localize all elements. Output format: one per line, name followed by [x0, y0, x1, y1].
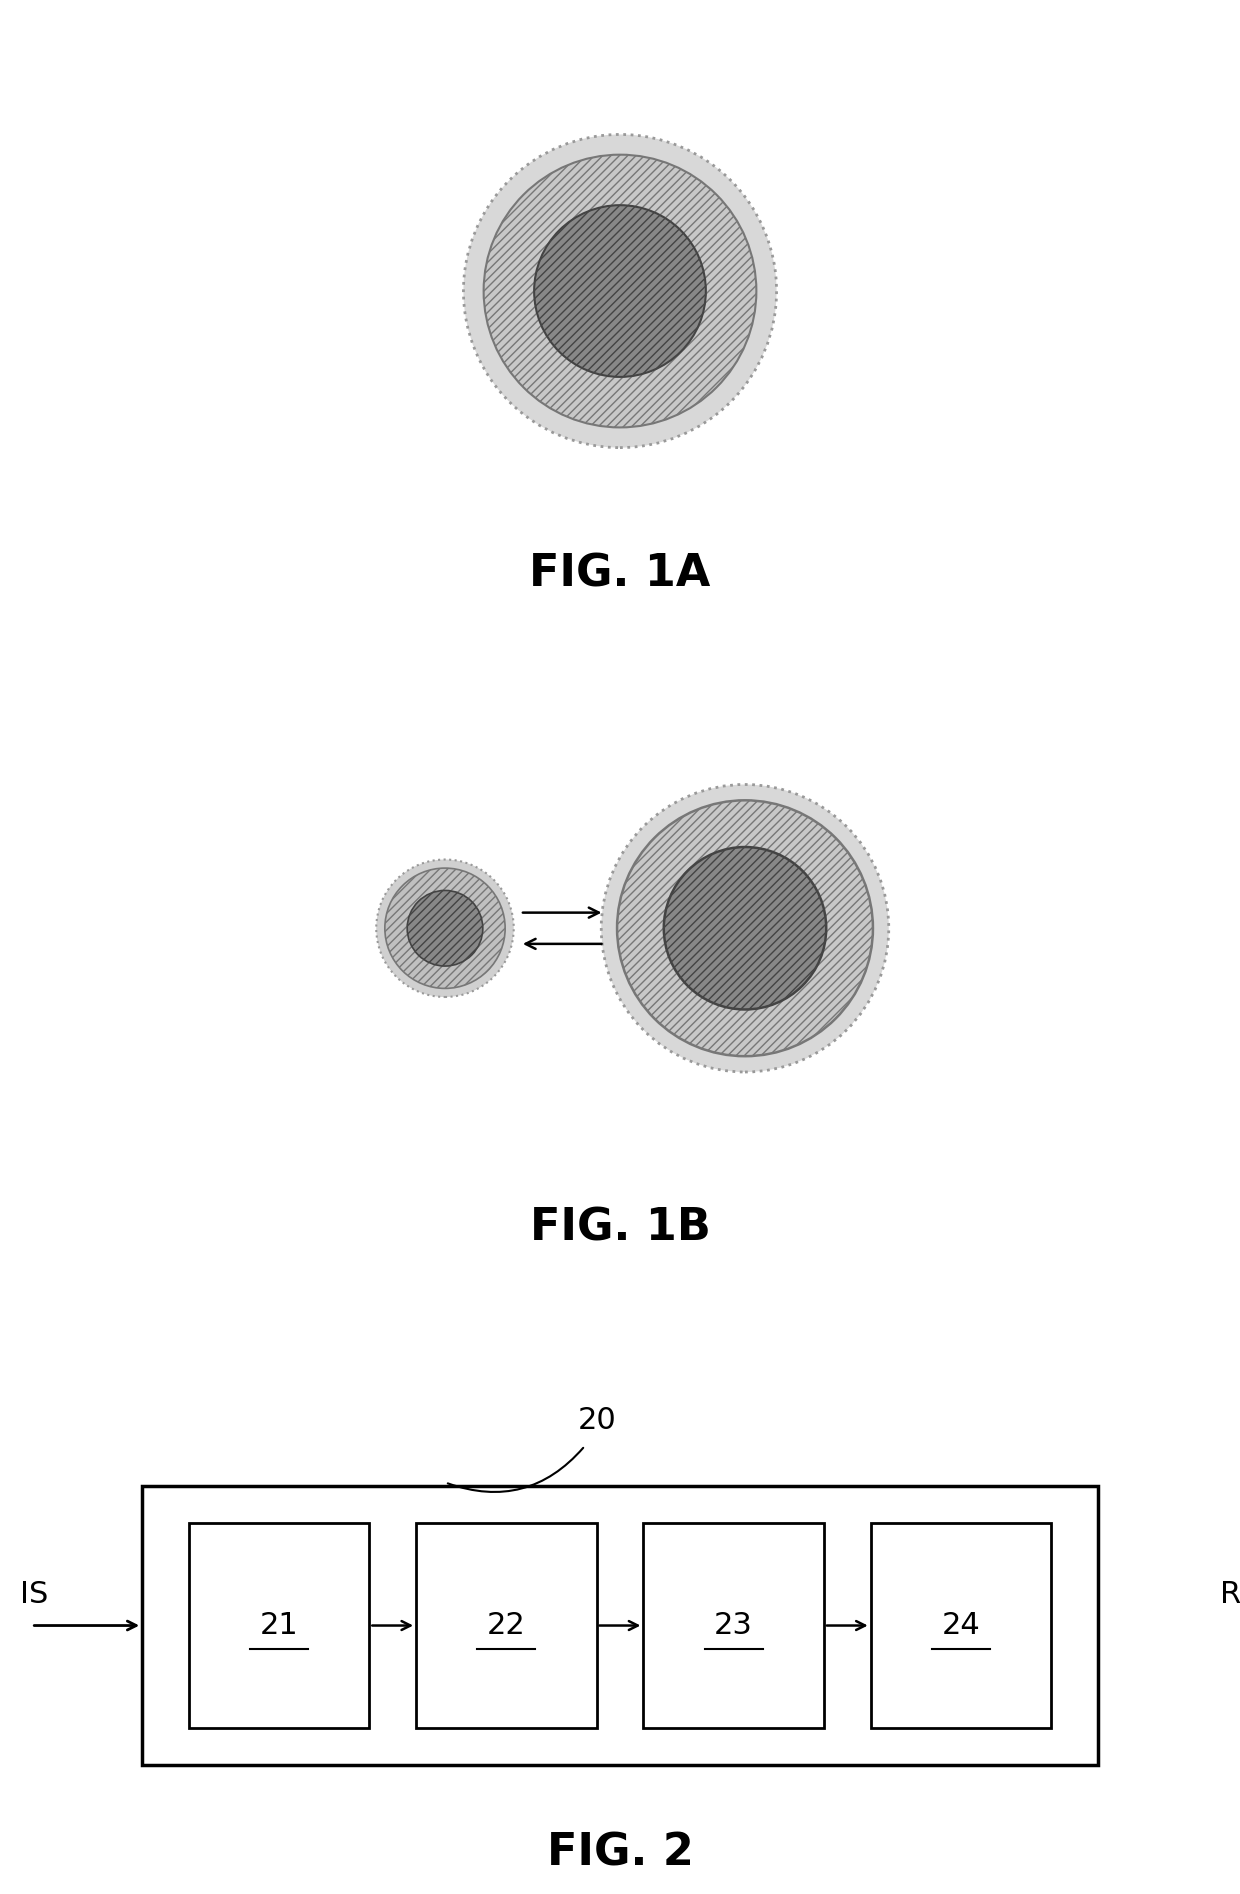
Text: FIG. 1B: FIG. 1B [529, 1206, 711, 1250]
Text: FIG. 1A: FIG. 1A [529, 553, 711, 595]
Text: FIG. 2: FIG. 2 [547, 1831, 693, 1875]
Ellipse shape [376, 860, 513, 996]
Text: RF: RF [1220, 1580, 1240, 1610]
Ellipse shape [618, 801, 873, 1057]
Text: 22: 22 [487, 1612, 526, 1640]
Bar [415, 1523, 596, 1727]
Text: 21: 21 [259, 1612, 299, 1640]
Ellipse shape [407, 890, 482, 966]
Bar [188, 1523, 370, 1727]
Bar [870, 1523, 1052, 1727]
Bar [644, 1523, 823, 1727]
Ellipse shape [534, 205, 706, 377]
Ellipse shape [601, 784, 889, 1072]
Text: IS: IS [20, 1580, 48, 1610]
Ellipse shape [663, 847, 826, 1010]
Text: 20: 20 [578, 1405, 616, 1434]
Ellipse shape [464, 134, 776, 447]
Text: 23: 23 [714, 1612, 753, 1640]
Ellipse shape [384, 867, 505, 989]
Bar [143, 1487, 1097, 1765]
Ellipse shape [484, 155, 756, 428]
Text: 24: 24 [941, 1612, 981, 1640]
